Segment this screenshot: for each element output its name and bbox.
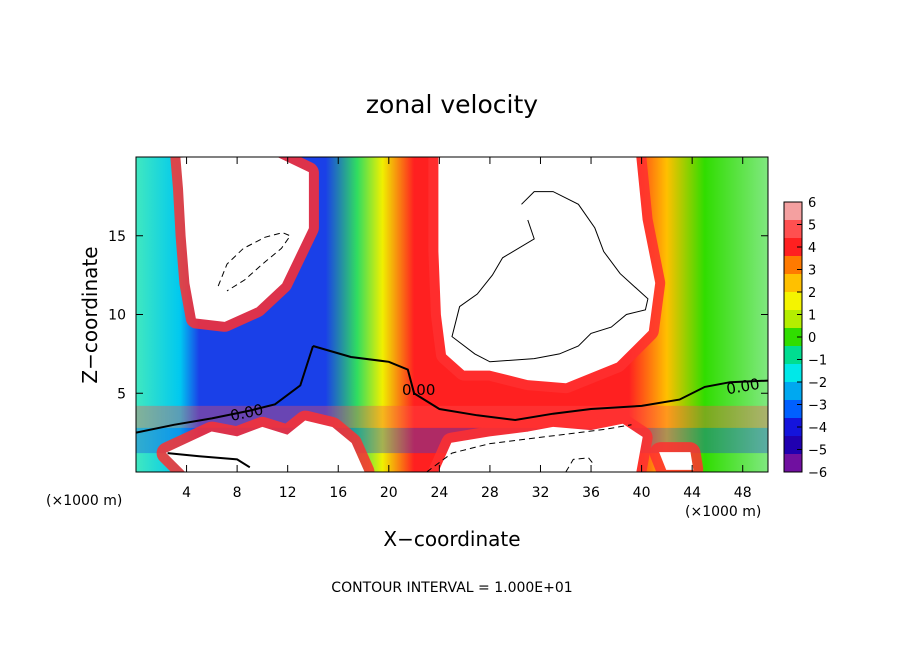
x-tick-label: 32 xyxy=(532,485,550,501)
colorbar-swatch xyxy=(784,220,802,239)
x-tick-label: 16 xyxy=(329,485,347,501)
central-positive-core xyxy=(438,157,656,384)
x-tick-label: 28 xyxy=(481,485,499,501)
colorbar-swatch xyxy=(784,256,802,275)
y-axis-label: Z−coordinate xyxy=(78,246,102,383)
colorbar-swatch xyxy=(784,346,802,365)
colorbar-tick-label: −6 xyxy=(808,466,827,481)
colorbar-tick-label: 4 xyxy=(808,241,816,256)
x-tick-label: 40 xyxy=(633,485,651,501)
colorbar-tick-label: 5 xyxy=(808,219,816,234)
bottom-left-positive-core xyxy=(165,420,365,472)
colorbar-tick-label: −2 xyxy=(808,376,827,391)
x-tick-label: 48 xyxy=(734,485,752,501)
colorbar-swatch xyxy=(784,238,802,257)
x-tick-label: 8 xyxy=(233,485,242,501)
colorbar: 6 5 4 3 2 1 0 −1 −2 −3 −4 −5 −6 xyxy=(783,196,827,481)
x-axis-unit-label: (×1000 m) xyxy=(685,504,761,520)
colorbar-swatch xyxy=(784,436,802,455)
contour-interval-note: CONTOUR INTERVAL = 1.000E+01 xyxy=(331,580,572,596)
y-axis-ticks: 5 10 15 xyxy=(108,229,768,402)
contour-dashed xyxy=(426,424,632,472)
y-axis-unit-label: (×1000 m) xyxy=(46,493,122,509)
colorbar-tick-label: 6 xyxy=(808,196,816,211)
colorbar-tick-label: −1 xyxy=(808,354,827,369)
x-tick-label: 4 xyxy=(182,485,191,501)
x-tick-label: 44 xyxy=(683,485,701,501)
contour-label-zero: 0.00 xyxy=(402,381,435,399)
colorbar-tick-label: 3 xyxy=(808,264,816,279)
colorbar-tick-label: −4 xyxy=(808,421,827,436)
y-tick-label: 5 xyxy=(117,386,126,402)
colorbar-tick-label: 0 xyxy=(808,331,816,346)
colorbar-swatch xyxy=(784,202,802,221)
plot-area xyxy=(135,156,769,473)
x-tick-label: 24 xyxy=(430,485,448,501)
x-tick-label: 20 xyxy=(380,485,398,501)
x-axis-label: X−coordinate xyxy=(383,527,520,551)
colorbar-swatch xyxy=(784,454,802,473)
colorbar-tick-label: 2 xyxy=(808,286,816,301)
x-tick-label: 12 xyxy=(279,485,297,501)
bottom-right-positive-core xyxy=(659,452,694,470)
y-tick-label: 10 xyxy=(108,308,126,324)
colorbar-swatch xyxy=(784,418,802,437)
colorbar-swatch xyxy=(784,274,802,293)
contour-dashed xyxy=(217,232,291,292)
y-tick-label: 15 xyxy=(108,229,126,245)
contour-solid xyxy=(451,191,649,363)
colorbar-tick-label: −3 xyxy=(808,399,827,414)
colorbar-swatch xyxy=(784,328,802,347)
colorbar-swatch xyxy=(784,382,802,401)
upper-left-positive-core xyxy=(180,157,309,322)
contour-solid xyxy=(312,345,768,422)
colorbar-tick-label: −5 xyxy=(808,444,827,459)
contour-dashed xyxy=(565,457,596,472)
colorbar-swatch xyxy=(784,400,802,419)
contour-solid xyxy=(167,452,251,469)
x-axis-ticks: 4 8 12 16 20 24 28 32 36 40 44 48 xyxy=(182,157,752,501)
contour-lines xyxy=(136,191,768,472)
colorbar-swatch xyxy=(784,310,802,329)
colorbar-tick-label: 1 xyxy=(808,309,816,324)
colorbar-swatch xyxy=(784,292,802,311)
chart-title: zonal velocity xyxy=(366,90,538,119)
x-tick-label: 36 xyxy=(582,485,600,501)
contour-solid xyxy=(136,345,314,434)
colorbar-swatch xyxy=(784,364,802,383)
contour-label-zero: 0.00 xyxy=(725,375,761,399)
